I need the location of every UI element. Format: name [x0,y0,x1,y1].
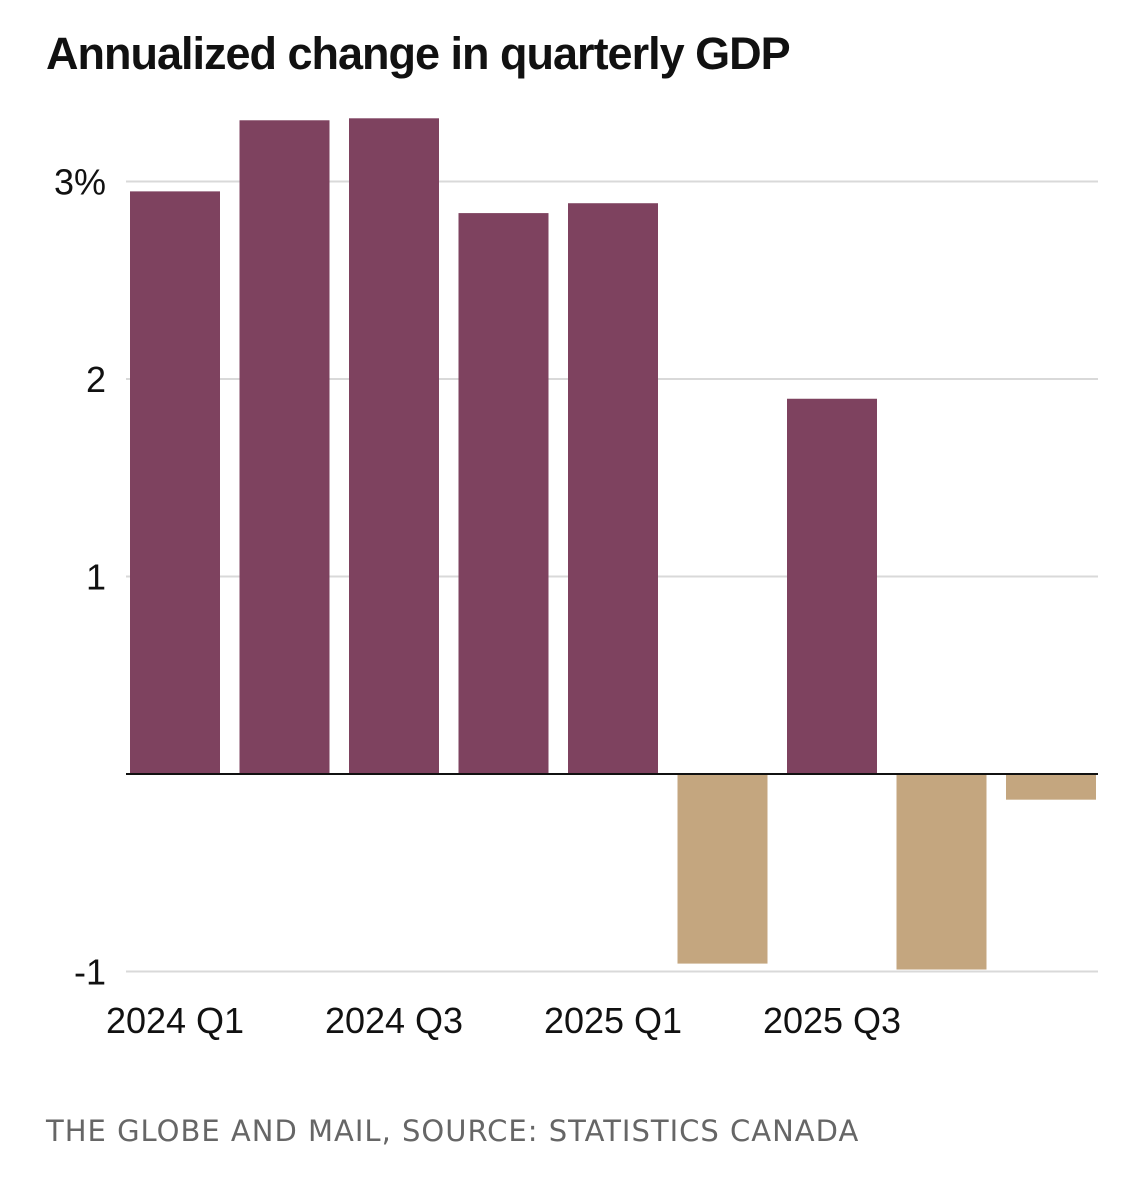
x-axis-labels: 2024 Q1 2024 Q3 2025 Q1 2025 Q3 [106,1000,901,1041]
chart-title: Annualized change in quarterly GDP [46,28,791,79]
bar-2025-q4 [896,774,987,970]
bar-chart: -1 1 2 3% 2024 Q1 2024 Q3 2025 Q1 2025 Q3 [54,118,1098,1041]
bar-2024-q1 [130,191,220,774]
y-tick-label: 2 [86,359,106,400]
x-tick-label: 2024 Q3 [325,1000,463,1041]
x-tick-label: 2025 Q1 [544,1000,682,1041]
bar-2025-q2 [677,774,768,964]
x-tick-label: 2025 Q3 [763,1000,901,1041]
y-tick-label: -1 [74,952,106,993]
y-tick-label: 1 [86,557,106,598]
y-axis-labels: -1 1 2 3% [54,162,106,993]
bar-2024-q2 [239,120,330,774]
bar-2025-q3 [787,398,877,774]
bar-2024-q3 [349,118,439,775]
bars [130,118,1096,970]
bar-2026-q1 [1006,774,1096,800]
bar-2025-q1 [568,203,658,775]
source-note: THE GLOBE AND MAIL, SOURCE: STATISTICS C… [46,1114,860,1148]
y-tick-label: 3% [54,162,106,203]
bar-2024-q4 [458,213,549,775]
x-tick-label: 2024 Q1 [106,1000,244,1041]
